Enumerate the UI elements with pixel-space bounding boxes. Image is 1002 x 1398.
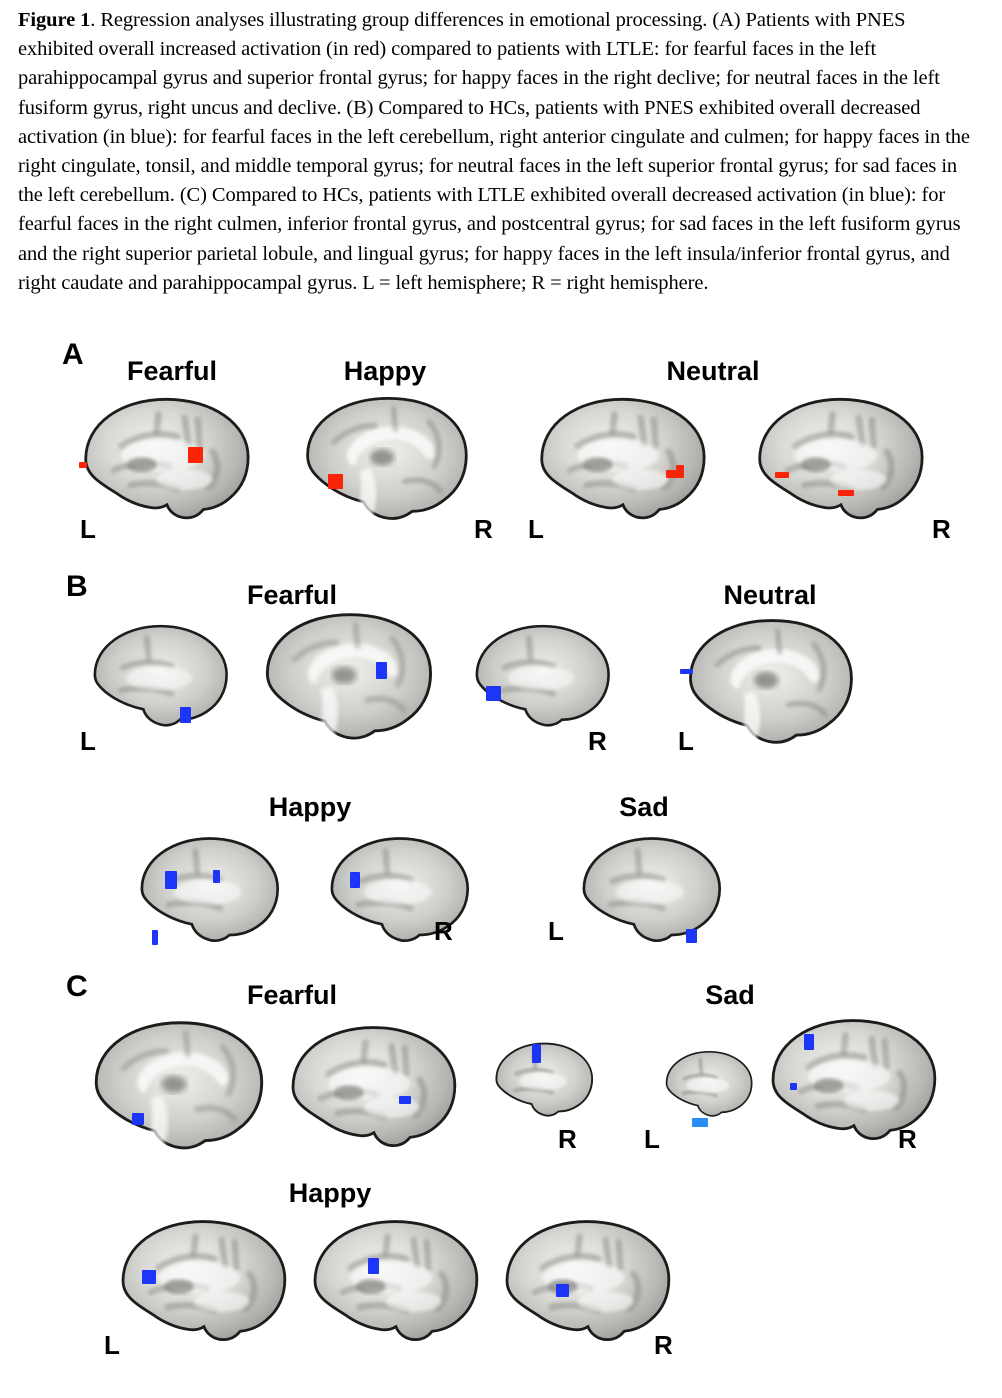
activation-blob-blue: [486, 686, 501, 701]
activation-blob-red: [188, 447, 203, 463]
hemi-label-a-2: R: [474, 514, 493, 544]
brain-slice-a-neutral-right: [742, 390, 938, 530]
hemi-label-b1-3: L: [678, 726, 694, 756]
activation-blob-blue: [132, 1113, 144, 1125]
hemi-label-b2-2: L: [548, 916, 564, 946]
activation-blob-blue: [180, 707, 191, 723]
row-title-b-neutral: Neutral: [723, 580, 817, 610]
brain-slice-c-happy-2: [302, 1212, 488, 1352]
row-title-b-sad: Sad: [619, 792, 669, 822]
activation-blob-blue: [686, 929, 697, 943]
activation-blob-blue: [399, 1096, 411, 1104]
row-title-c-sad: Sad: [705, 980, 755, 1010]
activation-blob-blue: [213, 870, 220, 883]
hemi-label-c2-1: L: [104, 1330, 120, 1360]
activation-blob-blue: [165, 871, 177, 889]
figure-caption: Figure 1. Regression analyses illustrati…: [18, 6, 976, 298]
brain-slice-c-sad-right: [760, 1008, 946, 1154]
brain-slice-b-fearful-1: [70, 614, 248, 744]
brain-slice-c-fearful-3: [480, 1022, 606, 1142]
activation-blob-red: [79, 462, 87, 468]
activation-blob-red: [676, 465, 684, 472]
activation-blob-light-blue: [692, 1118, 708, 1127]
hemi-label-c2-2: R: [654, 1330, 673, 1360]
figure-caption-text: . Regression analyses illustrating group…: [18, 9, 970, 294]
row-title-b-fearful: Fearful: [246, 580, 338, 610]
activation-blob-red: [838, 490, 854, 496]
activation-blob-blue: [376, 662, 387, 679]
brain-slice-c-happy-1: [110, 1212, 296, 1352]
activation-blob-blue: [790, 1083, 797, 1090]
brain-slice-a-happy-right: [288, 390, 484, 530]
activation-blob-blue: [804, 1034, 814, 1050]
row-title-b-happy: Happy: [268, 792, 352, 822]
hemi-label-c1-2: L: [644, 1124, 660, 1154]
row-title-c-happy: Happy: [288, 1178, 372, 1208]
panel-letter-b: B: [66, 570, 88, 603]
brain-slice-b-sad: [558, 826, 742, 960]
brain-slice-c-fearful-1: [80, 1014, 276, 1160]
brain-slice-a-fearful-left: [68, 390, 264, 530]
activation-blob-red: [666, 470, 684, 478]
brain-slice-b-happy-1: [116, 826, 300, 960]
activation-blob-blue: [556, 1284, 569, 1297]
figure-panels: A Fearful Happy Neutral L R L R B Fearfu…: [0, 332, 1002, 1398]
activation-blob-blue: [350, 872, 360, 888]
hemi-label-c1-1: R: [558, 1124, 577, 1154]
activation-blob-red: [328, 474, 343, 489]
brain-slice-c-sad-left: [652, 1030, 764, 1142]
activation-blob-blue: [680, 669, 693, 674]
figure-caption-label: Figure 1: [18, 9, 91, 31]
brain-slice-a-neutral-left: [524, 390, 720, 530]
brain-slice-b-fearful-3: [452, 614, 630, 744]
brain-slice-b-fearful-2: [252, 604, 444, 752]
hemi-label-a-3: L: [528, 514, 544, 544]
panel-letter-c: C: [66, 970, 88, 1003]
hemi-label-b1-1: L: [80, 726, 96, 756]
hemi-label-b1-2: R: [588, 726, 607, 756]
row-title-c-fearful: Fearful: [246, 980, 338, 1010]
hemi-label-a-4: R: [932, 514, 951, 544]
row-title-a-happy: Happy: [343, 356, 427, 386]
activation-blob-blue: [152, 930, 158, 945]
brain-slice-c-fearful-2: [280, 1018, 466, 1158]
activation-blob-red: [775, 472, 789, 478]
panel-letter-a: A: [62, 338, 84, 371]
row-title-a-fearful: Fearful: [126, 356, 218, 386]
brain-slice-b-neutral-left: [672, 612, 868, 754]
activation-blob-blue: [368, 1258, 379, 1274]
activation-blob-blue: [532, 1044, 541, 1063]
hemi-label-a-1: L: [80, 514, 96, 544]
hemi-label-b2-1: R: [434, 916, 453, 946]
brain-slice-b-happy-2: [306, 826, 490, 960]
hemi-label-c1-3: R: [898, 1124, 917, 1154]
activation-blob-blue: [142, 1270, 156, 1284]
row-title-a-neutral: Neutral: [666, 356, 760, 386]
brain-slice-c-happy-3: [494, 1212, 680, 1352]
